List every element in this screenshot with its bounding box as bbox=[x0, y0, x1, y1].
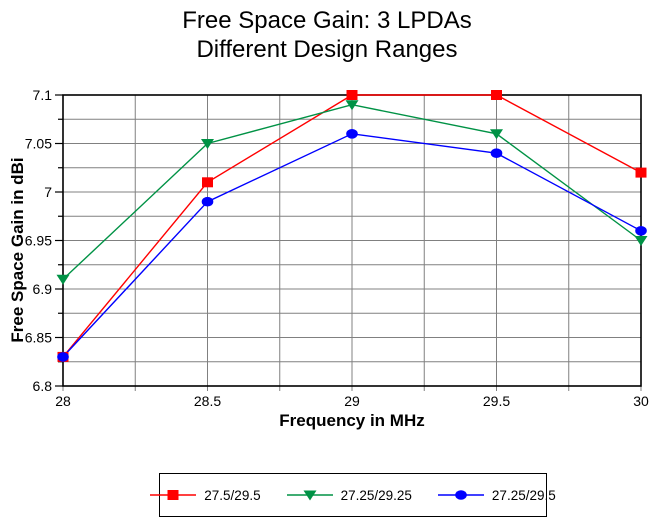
y-tick-label: 6.85 bbox=[25, 330, 52, 346]
legend-marker-triangle-down-icon bbox=[286, 490, 333, 501]
legend-marker-shape bbox=[303, 490, 317, 501]
legend-label: 27.25/29.5 bbox=[491, 487, 556, 503]
chart-title-line1: Free Space Gain: 3 LPDAs bbox=[182, 7, 472, 34]
data-point-marker-square bbox=[346, 90, 358, 100]
x-tick-label: 28 bbox=[55, 393, 71, 409]
legend-marker-shape bbox=[455, 490, 467, 500]
legend-marker-circle-icon bbox=[437, 490, 484, 500]
y-tick-label: 7.05 bbox=[25, 136, 52, 152]
data-point-marker-square bbox=[202, 177, 213, 188]
legend-label: 27.5/29.5 bbox=[204, 487, 261, 503]
y-tick-label: 6.95 bbox=[25, 233, 52, 249]
chart-title: Free Space Gain: 3 LPDAs Different Desig… bbox=[0, 6, 654, 64]
data-point-marker-circle bbox=[346, 129, 358, 139]
legend-box: 27.5/29.5 27.25/29.25 27.25/29.5 bbox=[150, 473, 556, 517]
y-tick-label: 7 bbox=[44, 184, 52, 200]
x-tick-label: 28.5 bbox=[194, 393, 221, 409]
x-tick-label: 29 bbox=[344, 393, 360, 409]
data-point-marker-circle bbox=[201, 196, 214, 207]
data-point-marker-triangle bbox=[634, 236, 648, 246]
chart-title-line2: Different Design Ranges bbox=[196, 36, 458, 63]
data-point-marker-circle bbox=[490, 148, 503, 158]
data-point-marker-triangle bbox=[201, 139, 214, 149]
x-tick-label: 29.5 bbox=[483, 393, 510, 409]
y-tick-label: 6.9 bbox=[33, 281, 53, 297]
data-point-marker-circle bbox=[635, 226, 647, 236]
x-axis-title: Frequency in MHz bbox=[279, 411, 425, 430]
x-tick-label: 30 bbox=[633, 393, 649, 409]
y-axis-title: Free Space Gain in dBi bbox=[8, 157, 27, 343]
data-point-marker-circle bbox=[57, 352, 69, 362]
legend-item-1: 27.5/29.5 bbox=[150, 487, 261, 503]
legend-marker-square-icon bbox=[150, 490, 197, 500]
data-point-marker-triangle bbox=[490, 129, 503, 140]
data-point-marker-triangle bbox=[345, 100, 359, 111]
y-tick-label: 7.1 bbox=[33, 87, 53, 103]
y-tick-label: 6.8 bbox=[33, 378, 53, 394]
legend-label: 27.25/29.25 bbox=[340, 487, 412, 503]
legend-marker-shape bbox=[167, 490, 179, 500]
data-point-marker-square bbox=[491, 90, 502, 100]
data-point-marker-square bbox=[635, 167, 647, 178]
data-point-marker-triangle bbox=[56, 274, 70, 285]
legend-item-2: 27.25/29.25 bbox=[286, 487, 412, 503]
legend-item-3: 27.25/29.5 bbox=[437, 487, 556, 503]
